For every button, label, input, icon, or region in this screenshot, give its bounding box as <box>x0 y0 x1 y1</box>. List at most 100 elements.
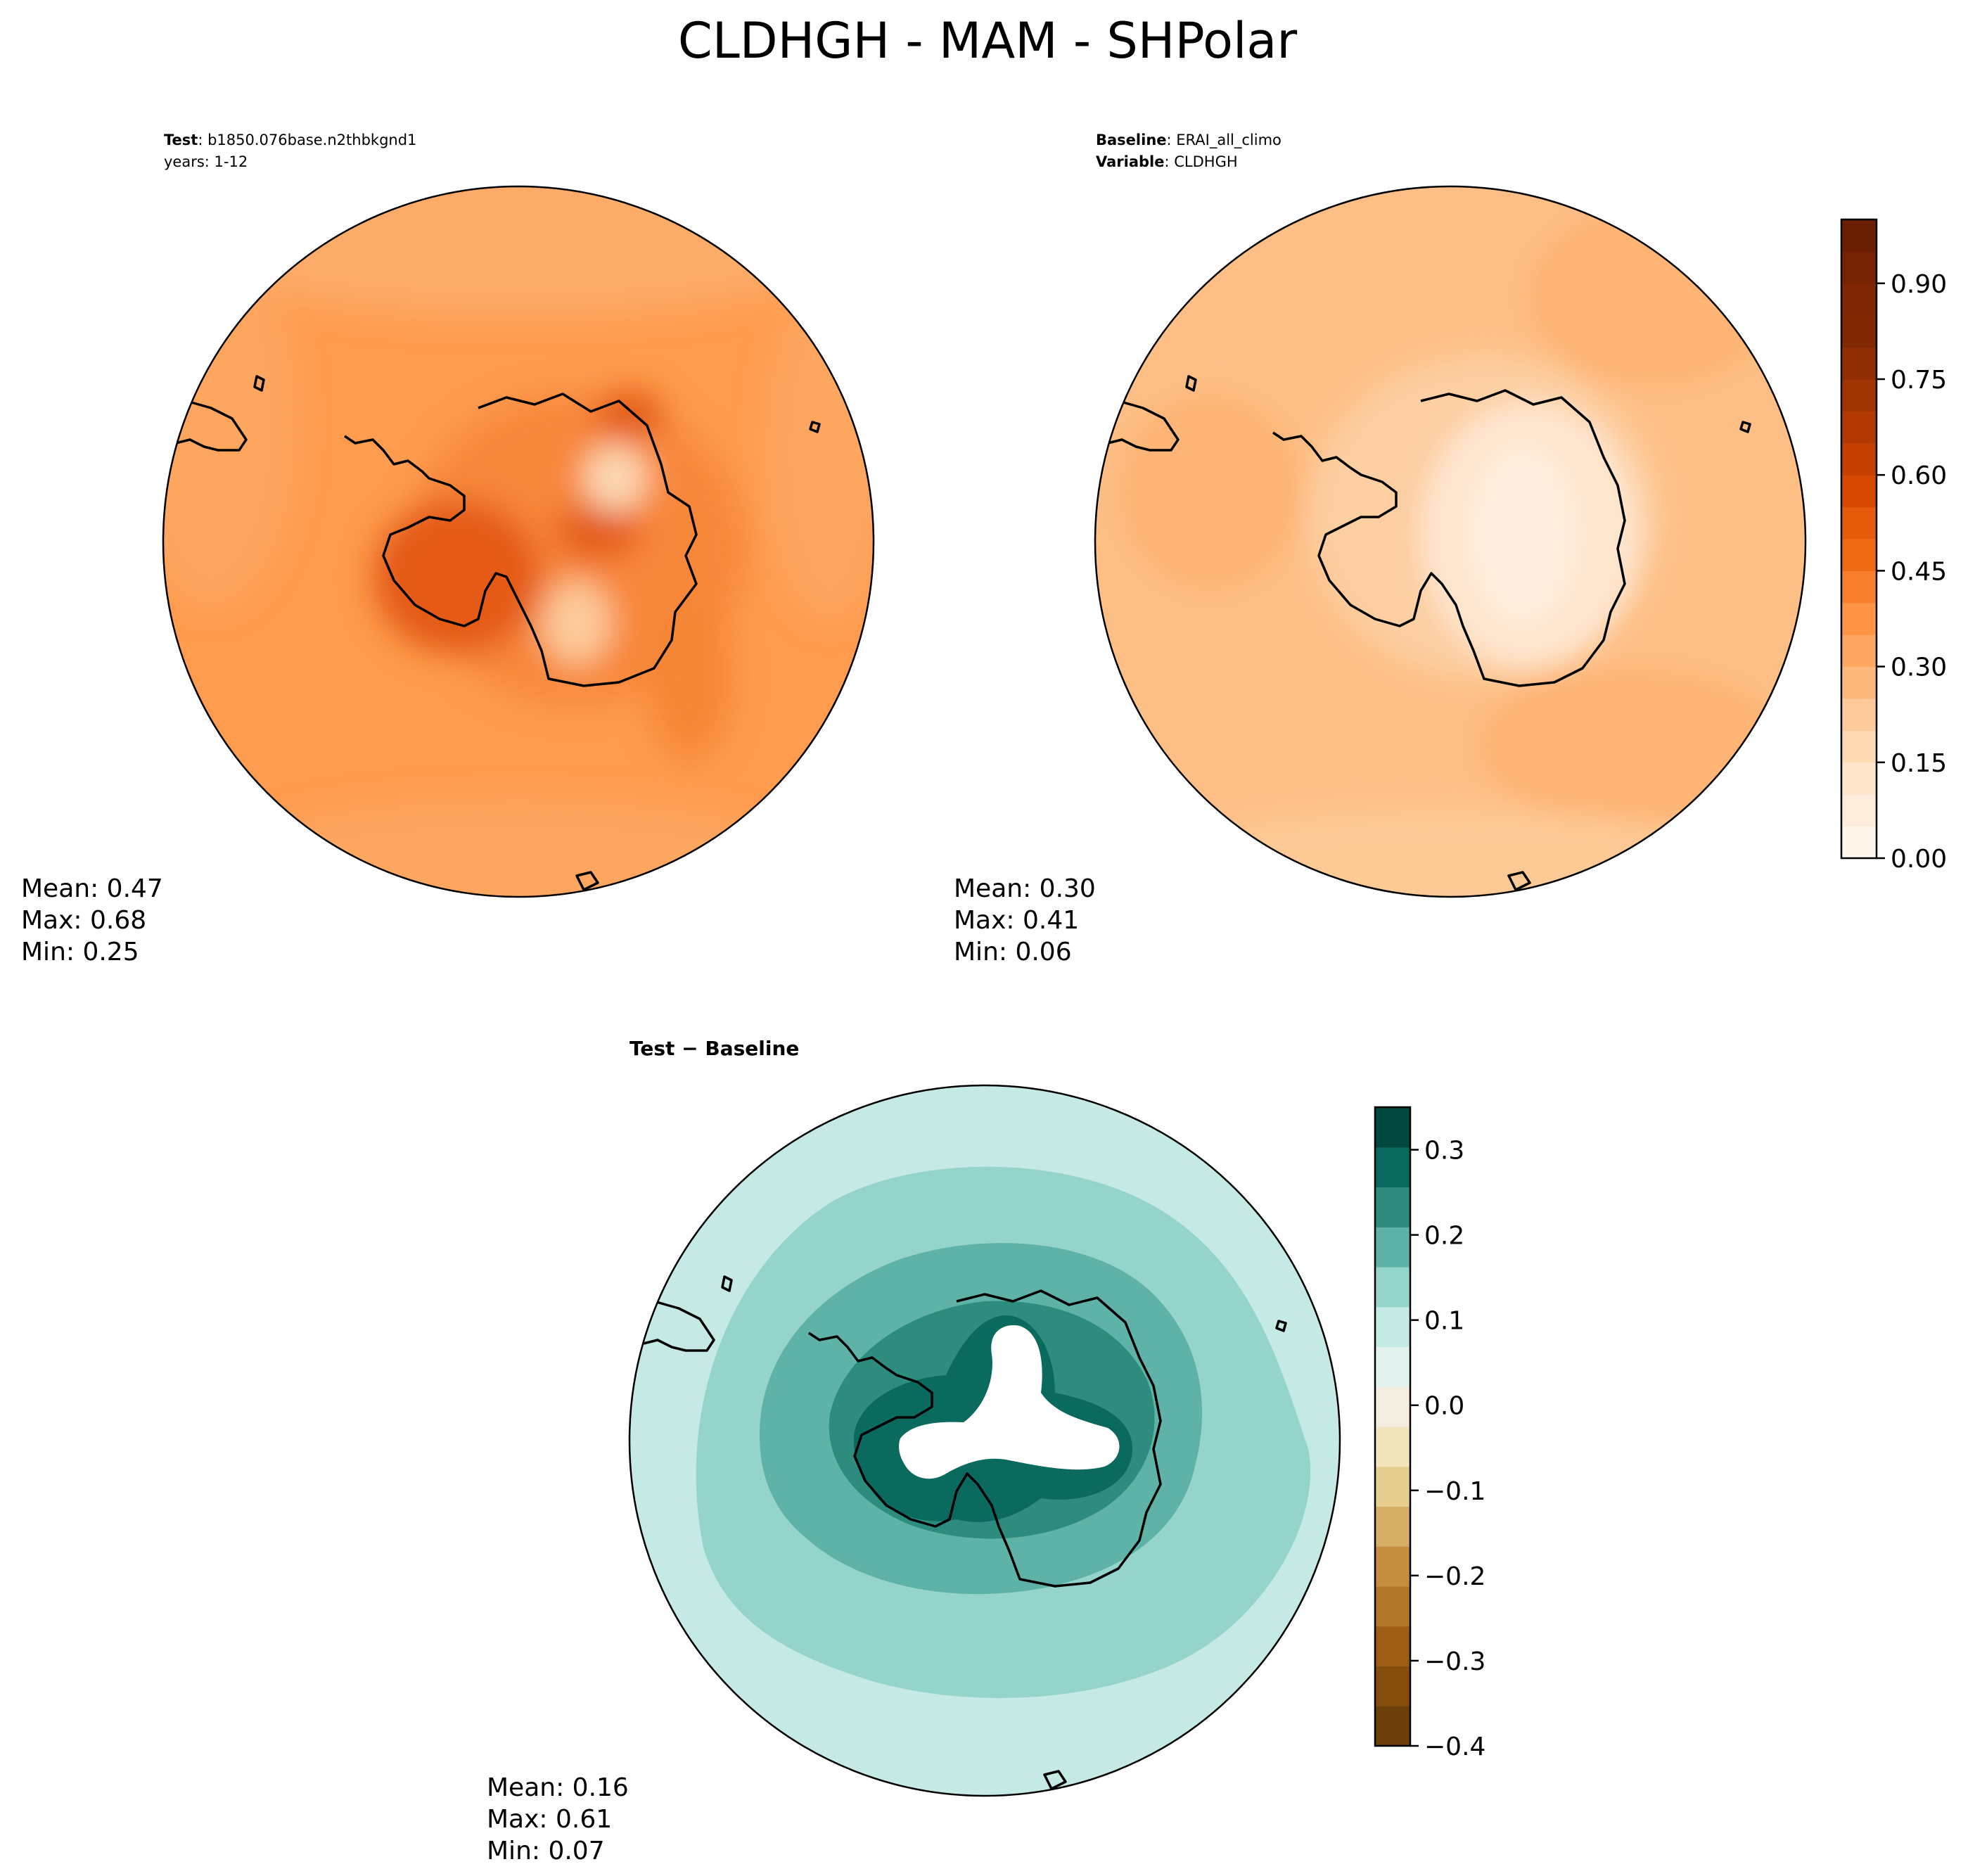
colorbar-diverging-tick-label: 0.2 <box>1424 1222 1464 1251</box>
colorbar-diverging-swatch <box>1375 1586 1410 1627</box>
colorbar-orange-swatch <box>1841 570 1877 604</box>
colorbar-diverging-swatch <box>1375 1427 1410 1467</box>
colorbar-orange-swatch <box>1841 283 1877 316</box>
difference-island-3 <box>1043 1770 1067 1790</box>
colorbar-orange-swatch <box>1841 794 1877 827</box>
baseline-south-america-coast <box>1107 400 1180 452</box>
colorbar-diverging-swatch <box>1375 1187 1410 1227</box>
test-stat-mean: Mean: 0.47 <box>21 874 163 903</box>
colorbar-orange-frame <box>1840 218 1878 860</box>
colorbar-diverging-tick-label: −0.1 <box>1424 1477 1485 1506</box>
colorbar-orange-tick-label: 0.00 <box>1891 845 1947 874</box>
test-island-3 <box>575 871 599 891</box>
test-info-line-2: years: 1-12 <box>164 153 248 170</box>
colorbar-diverging-tick-label: 0.3 <box>1424 1137 1464 1166</box>
colorbar-orange-swatch <box>1841 475 1877 508</box>
panel-difference: Test − Baseline Mean: 0.16 Max: 0.61 Min… <box>487 1037 1485 1865</box>
difference-stat-mean: Mean: 0.16 <box>487 1773 629 1802</box>
baseline-info-value-1: ERAI_all_climo <box>1176 132 1281 149</box>
difference-stat-min: Min: 0.07 <box>487 1837 605 1865</box>
difference-island-2 <box>1275 1320 1287 1332</box>
test-info-value: b1850.076base.n2thbkgnd1 <box>207 132 416 148</box>
colorbar-orange-tick-label: 0.30 <box>1891 653 1947 682</box>
baseline-info-key-2: Variable <box>1096 153 1164 170</box>
test-info-key: Test <box>164 132 198 148</box>
baseline-antarctica-coast <box>1272 389 1626 687</box>
difference-island-1 <box>721 1275 733 1292</box>
test-antarctica-coast <box>344 393 698 687</box>
test-map <box>163 186 874 897</box>
difference-extreme-white <box>898 1325 1120 1479</box>
colorbar-orange-swatch <box>1841 379 1877 411</box>
test-south-america-coast <box>175 400 248 452</box>
test-map-boundary <box>162 185 875 898</box>
colorbar-orange-tick-label: 0.75 <box>1891 366 1947 395</box>
difference-coastlines <box>643 1275 1287 1790</box>
colorbar-orange-swatch <box>1841 506 1877 540</box>
baseline-info-key-1: Baseline <box>1096 132 1167 148</box>
colorbar-orange-swatch <box>1841 347 1877 380</box>
baseline-info-value-2: CLDHGH <box>1174 153 1237 170</box>
colorbar-diverging-tick-label: −0.3 <box>1424 1647 1485 1676</box>
colorbar-orange: 0.00 0.15 0.30 0.45 0.60 0.75 0.90 <box>1840 218 1947 874</box>
colorbar-diverging: −0.4 −0.3 −0.2 −0.1 0.0 0.1 0.2 0.3 <box>1374 1106 1485 1761</box>
colorbar-orange-swatch <box>1841 411 1877 444</box>
colorbar-diverging-swatch <box>1375 1346 1410 1387</box>
colorbar-diverging-tick-label: 0.1 <box>1424 1307 1464 1336</box>
baseline-island-2 <box>1739 421 1751 433</box>
baseline-info-line-1: Baseline: ERAI_all_climo <box>1096 132 1281 149</box>
colorbar-diverging-swatch <box>1375 1227 1410 1268</box>
colorbar-diverging-swatch <box>1375 1386 1410 1427</box>
colorbar-orange-tick-label: 0.60 <box>1891 461 1947 490</box>
baseline-island-1 <box>1185 375 1197 392</box>
colorbar-diverging-tick-label: −0.4 <box>1424 1733 1485 1761</box>
baseline-coastlines <box>1107 375 1751 891</box>
colorbar-orange-swatch <box>1841 315 1877 348</box>
test-coastlines <box>175 375 821 891</box>
colorbar-orange-swatch <box>1841 539 1877 571</box>
difference-antarctica-coast <box>808 1289 1162 1588</box>
baseline-info-colon-2: : <box>1164 153 1174 170</box>
test-map-fields <box>163 186 874 897</box>
colorbar-orange-swatch <box>1841 762 1877 795</box>
colorbar-diverging-swatch <box>1375 1706 1410 1747</box>
difference-map <box>629 1085 1340 1796</box>
difference-title: Test − Baseline <box>629 1037 799 1060</box>
colorbar-diverging-swatch <box>1375 1147 1410 1188</box>
colorbar-diverging-swatch <box>1375 1306 1410 1348</box>
test-island-1 <box>253 375 265 392</box>
baseline-info-line-2: Variable: CLDHGH <box>1096 153 1238 170</box>
colorbar-diverging-swatch <box>1375 1666 1410 1706</box>
panel-test: Test: b1850.076base.n2thbkgnd1 years: 1-… <box>21 132 875 966</box>
test-stat-max: Max: 0.68 <box>21 906 146 935</box>
colorbar-diverging-tick-label: −0.2 <box>1424 1562 1485 1591</box>
colorbar-orange-swatch <box>1841 634 1877 668</box>
colorbar-diverging-swatch <box>1375 1626 1410 1667</box>
colorbar-orange-swatch <box>1841 698 1877 731</box>
colorbar-diverging-frame <box>1374 1106 1412 1747</box>
colorbar-diverging-swatch <box>1375 1506 1410 1547</box>
difference-south-america-coast <box>643 1300 715 1352</box>
colorbar-diverging-swatch <box>1375 1107 1410 1148</box>
baseline-info-colon-1: : <box>1167 132 1177 148</box>
figure-title: CLDHGH - MAM - SHPolar <box>678 12 1297 70</box>
test-stat-min: Min: 0.25 <box>21 938 139 966</box>
colorbar-orange-swatch <box>1841 219 1877 252</box>
baseline-stat-max: Max: 0.41 <box>954 906 1079 935</box>
panel-baseline: Baseline: ERAI_all_climo Variable: CLDHG… <box>954 132 1947 966</box>
test-info-line-1: Test: b1850.076base.n2thbkgnd1 <box>164 132 416 148</box>
colorbar-orange-tick-label: 0.15 <box>1891 749 1947 778</box>
colorbar-orange-swatch <box>1841 730 1877 763</box>
colorbar-diverging-tick-label: 0.0 <box>1424 1392 1464 1421</box>
colorbar-orange-swatch <box>1841 826 1877 859</box>
colorbar-orange-tick-label: 0.90 <box>1891 270 1947 299</box>
test-info-colon: : <box>198 132 207 148</box>
colorbar-diverging-swatch <box>1375 1267 1410 1308</box>
colorbar-diverging-swatch <box>1375 1466 1410 1507</box>
baseline-stat-min: Min: 0.06 <box>954 938 1072 966</box>
baseline-stat-mean: Mean: 0.30 <box>954 874 1096 903</box>
baseline-map <box>1095 186 1805 897</box>
baseline-island-3 <box>1507 871 1531 891</box>
colorbar-orange-swatch <box>1841 442 1877 476</box>
